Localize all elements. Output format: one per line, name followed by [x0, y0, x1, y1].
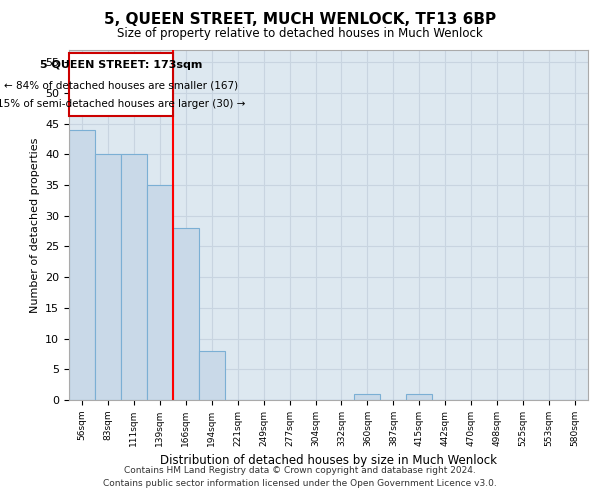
- Text: 15% of semi-detached houses are larger (30) →: 15% of semi-detached houses are larger (…: [0, 99, 245, 109]
- Y-axis label: Number of detached properties: Number of detached properties: [29, 138, 40, 312]
- Text: 5 QUEEN STREET: 173sqm: 5 QUEEN STREET: 173sqm: [40, 60, 202, 70]
- Bar: [406, 394, 432, 400]
- Bar: [147, 185, 173, 400]
- X-axis label: Distribution of detached houses by size in Much Wenlock: Distribution of detached houses by size …: [160, 454, 497, 468]
- Bar: [95, 154, 121, 400]
- Text: Size of property relative to detached houses in Much Wenlock: Size of property relative to detached ho…: [117, 28, 483, 40]
- Text: ← 84% of detached houses are smaller (167): ← 84% of detached houses are smaller (16…: [4, 80, 238, 90]
- Bar: [69, 130, 95, 400]
- Bar: [199, 351, 224, 400]
- Text: 5, QUEEN STREET, MUCH WENLOCK, TF13 6BP: 5, QUEEN STREET, MUCH WENLOCK, TF13 6BP: [104, 12, 496, 28]
- Bar: [121, 154, 147, 400]
- FancyBboxPatch shape: [69, 53, 173, 116]
- Bar: [355, 394, 380, 400]
- Text: Contains HM Land Registry data © Crown copyright and database right 2024.
Contai: Contains HM Land Registry data © Crown c…: [103, 466, 497, 487]
- Bar: [173, 228, 199, 400]
